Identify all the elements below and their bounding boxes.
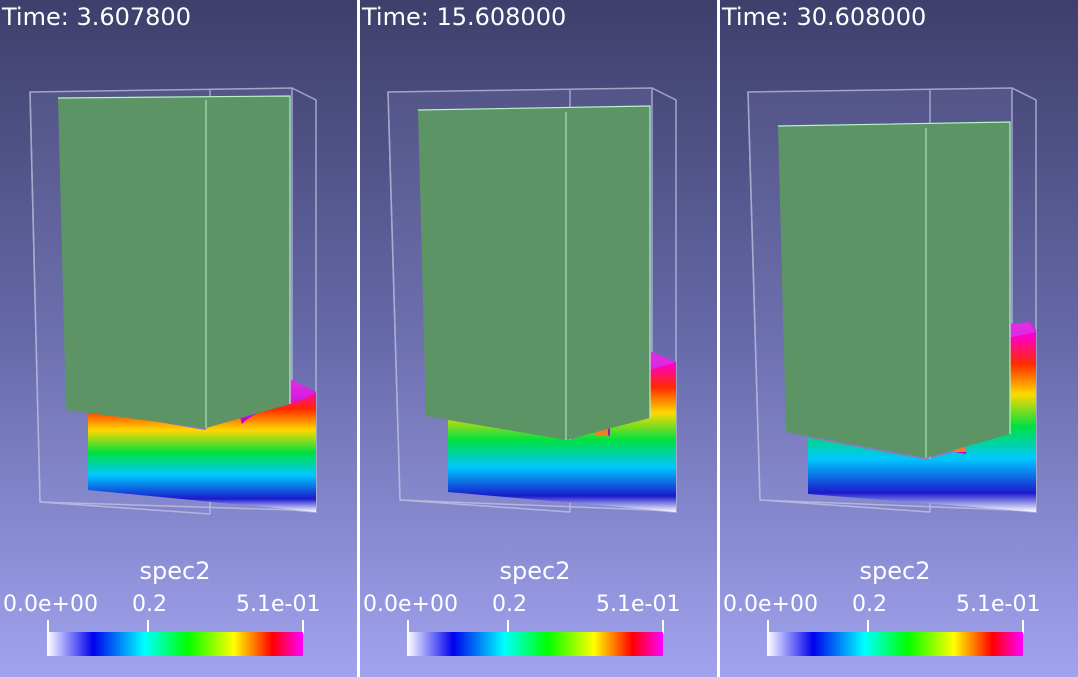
scene-view bbox=[387, 87, 677, 513]
color-scale-bar bbox=[767, 632, 1023, 656]
scene-view bbox=[747, 87, 1037, 513]
color-scale-bar bbox=[407, 632, 663, 656]
legend-min-tick bbox=[47, 620, 49, 634]
time-label: Time: 3.607800 bbox=[2, 3, 191, 31]
legend-mid-label: 0.2 bbox=[852, 592, 887, 617]
render-panel-3: Time: 30.608000 spec2 0.0e+00 0.2 5.1e-0… bbox=[720, 0, 1078, 677]
legend-max-label: 5.1e-01 bbox=[236, 592, 321, 617]
legend-mid-tick bbox=[507, 620, 509, 634]
legend-max-tick bbox=[1022, 620, 1024, 634]
solid-block bbox=[777, 121, 1011, 458]
color-scale-bar bbox=[47, 632, 303, 656]
legend-min-label: 0.0e+00 bbox=[723, 592, 818, 617]
legend-title: spec2 bbox=[139, 557, 211, 585]
legend-title: spec2 bbox=[859, 557, 931, 585]
legend-max-label: 5.1e-01 bbox=[956, 592, 1041, 617]
legend-mid-tick bbox=[147, 620, 149, 634]
render-panel-1: Time: 3.607800 spec2 0.0e+00 0.2 5.1e-01 bbox=[0, 0, 357, 677]
time-label: Time: 30.608000 bbox=[722, 3, 927, 31]
legend-max-tick bbox=[662, 620, 664, 634]
legend-title: spec2 bbox=[499, 557, 571, 585]
legend-min-label: 0.0e+00 bbox=[3, 592, 98, 617]
legend-min-label: 0.0e+00 bbox=[363, 592, 458, 617]
legend-mid-label: 0.2 bbox=[132, 592, 167, 617]
solid-block bbox=[57, 95, 291, 428]
legend-min-tick bbox=[407, 620, 409, 634]
legend-mid-label: 0.2 bbox=[492, 592, 527, 617]
scene-view bbox=[29, 87, 317, 515]
legend-min-tick bbox=[767, 620, 769, 634]
legend-max-label: 5.1e-01 bbox=[596, 592, 681, 617]
time-label: Time: 15.608000 bbox=[362, 3, 567, 31]
solid-block bbox=[417, 105, 651, 440]
legend-mid-tick bbox=[867, 620, 869, 634]
legend-max-tick bbox=[302, 620, 304, 634]
render-panel-2: Time: 15.608000 spec2 0.0e+00 0.2 5.1e-0… bbox=[360, 0, 717, 677]
